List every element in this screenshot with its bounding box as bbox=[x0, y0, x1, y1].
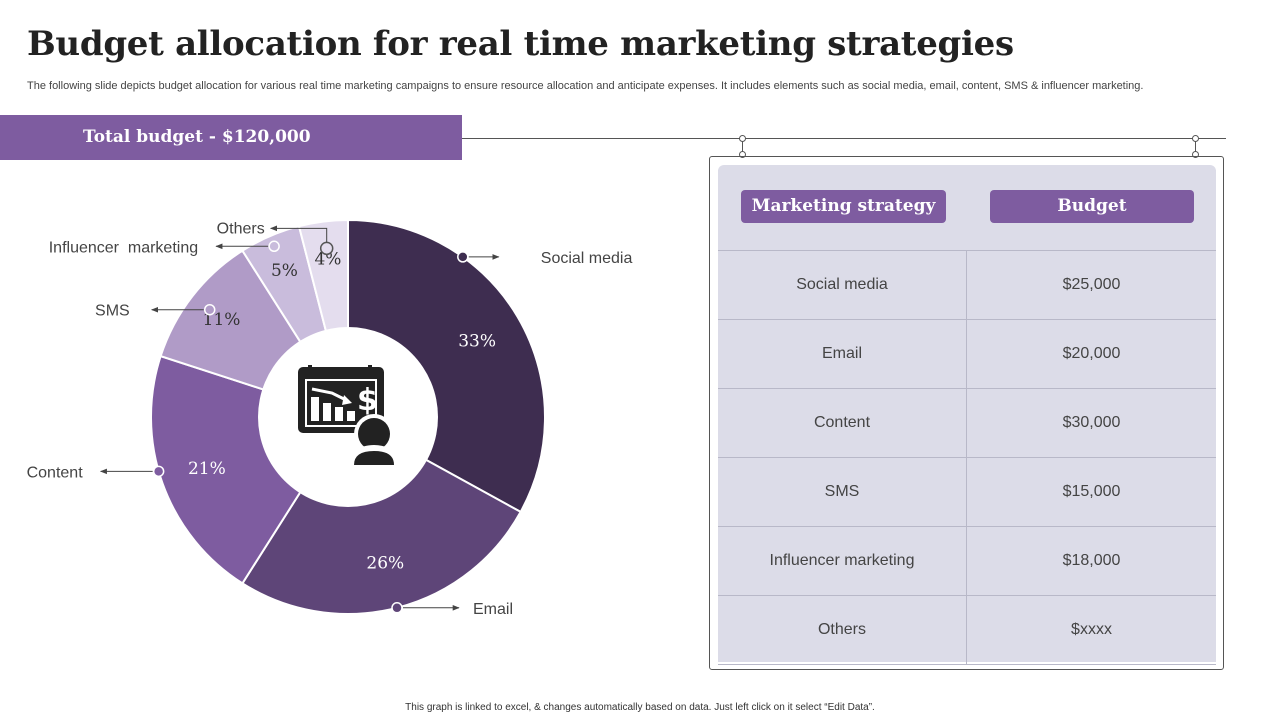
strategy-cell: SMS bbox=[718, 458, 967, 526]
table-row: Content $30,000 bbox=[718, 388, 1216, 457]
budget-table bbox=[718, 165, 1216, 662]
callout-label-email: Email bbox=[473, 601, 513, 618]
budget-cell: $20,000 bbox=[1062, 345, 1121, 362]
table-row: Email $20,000 bbox=[718, 319, 1216, 388]
callout-dot-others bbox=[319, 241, 334, 256]
page-subtitle: The following slide depicts budget alloc… bbox=[27, 80, 1144, 92]
pct-label-influencer-marketing: 5% bbox=[271, 261, 298, 281]
budget-cell: $xxxx bbox=[1071, 621, 1112, 638]
svg-text:$: $ bbox=[357, 383, 378, 418]
callout-dot-content bbox=[152, 465, 165, 478]
table-rows: Social media $25,000 Email $20,000 Conte… bbox=[718, 250, 1216, 665]
strategy-cell: Content bbox=[718, 389, 967, 457]
callout-dot-influencer-marketing bbox=[268, 240, 280, 253]
budget-cell: $18,000 bbox=[1062, 552, 1121, 569]
budget-cell: $15,000 bbox=[1062, 483, 1121, 500]
donut-chart: $ 33%26%21%11%5%4% Social mediaEmailCont… bbox=[27, 218, 633, 618]
callout-arrow-others bbox=[269, 225, 328, 243]
strategy-cell: Social media bbox=[718, 251, 967, 319]
callout-label-sms: SMS bbox=[95, 303, 130, 320]
table-row: Influencer marketing $18,000 bbox=[718, 526, 1216, 595]
total-budget-text: Total budget - $120,000 bbox=[83, 127, 311, 147]
callout-label-social-media: Social media bbox=[541, 250, 633, 267]
strategy-cell: Influencer marketing bbox=[718, 527, 967, 595]
header-budget: Budget bbox=[990, 190, 1194, 223]
strategy-cell: Email bbox=[718, 320, 967, 388]
callout-dot-sms bbox=[203, 303, 216, 316]
pct-label-email: 26% bbox=[366, 553, 404, 573]
callout-dot-social-media bbox=[457, 251, 469, 263]
callout-label-content: Content bbox=[27, 464, 84, 481]
budget-cell: $30,000 bbox=[1062, 414, 1121, 431]
callout-label-others: Others bbox=[217, 220, 265, 237]
table-hanger-left bbox=[742, 138, 743, 156]
pct-label-social-media: 33% bbox=[458, 332, 496, 352]
callout-dot-email bbox=[391, 602, 403, 614]
table-row: Social media $25,000 bbox=[718, 250, 1216, 319]
budget-presentation-icon: $ bbox=[298, 365, 396, 465]
hanger-knob bbox=[1192, 151, 1199, 158]
table-frame bbox=[709, 156, 1224, 670]
hanger-knob bbox=[1192, 135, 1199, 142]
callout-labels: Social media Email Content SMS Influencer ma… bbox=[27, 220, 633, 617]
pct-label-others: 4% bbox=[314, 249, 341, 269]
table-row: Others $xxxx bbox=[718, 595, 1216, 665]
page-title: Budget allocation for real time marketin… bbox=[27, 24, 1014, 64]
table-row: SMS $15,000 bbox=[718, 457, 1216, 526]
table-hanger-right bbox=[1195, 138, 1196, 156]
pct-label-content: 21% bbox=[188, 459, 226, 479]
budget-cell: $25,000 bbox=[1062, 276, 1121, 293]
header-marketing-strategy: Marketing strategy bbox=[741, 190, 946, 223]
strategy-cell: Others bbox=[718, 596, 967, 664]
total-budget-banner: Total budget - $120,000 bbox=[0, 115, 462, 160]
hanger-knob bbox=[739, 151, 746, 158]
callout-label-influencer-marketing: Influencer marketing bbox=[49, 239, 198, 256]
footer-note: This graph is linked to excel, & changes… bbox=[405, 702, 875, 713]
banner-divider-line bbox=[462, 138, 1226, 139]
hanger-knob bbox=[739, 135, 746, 142]
